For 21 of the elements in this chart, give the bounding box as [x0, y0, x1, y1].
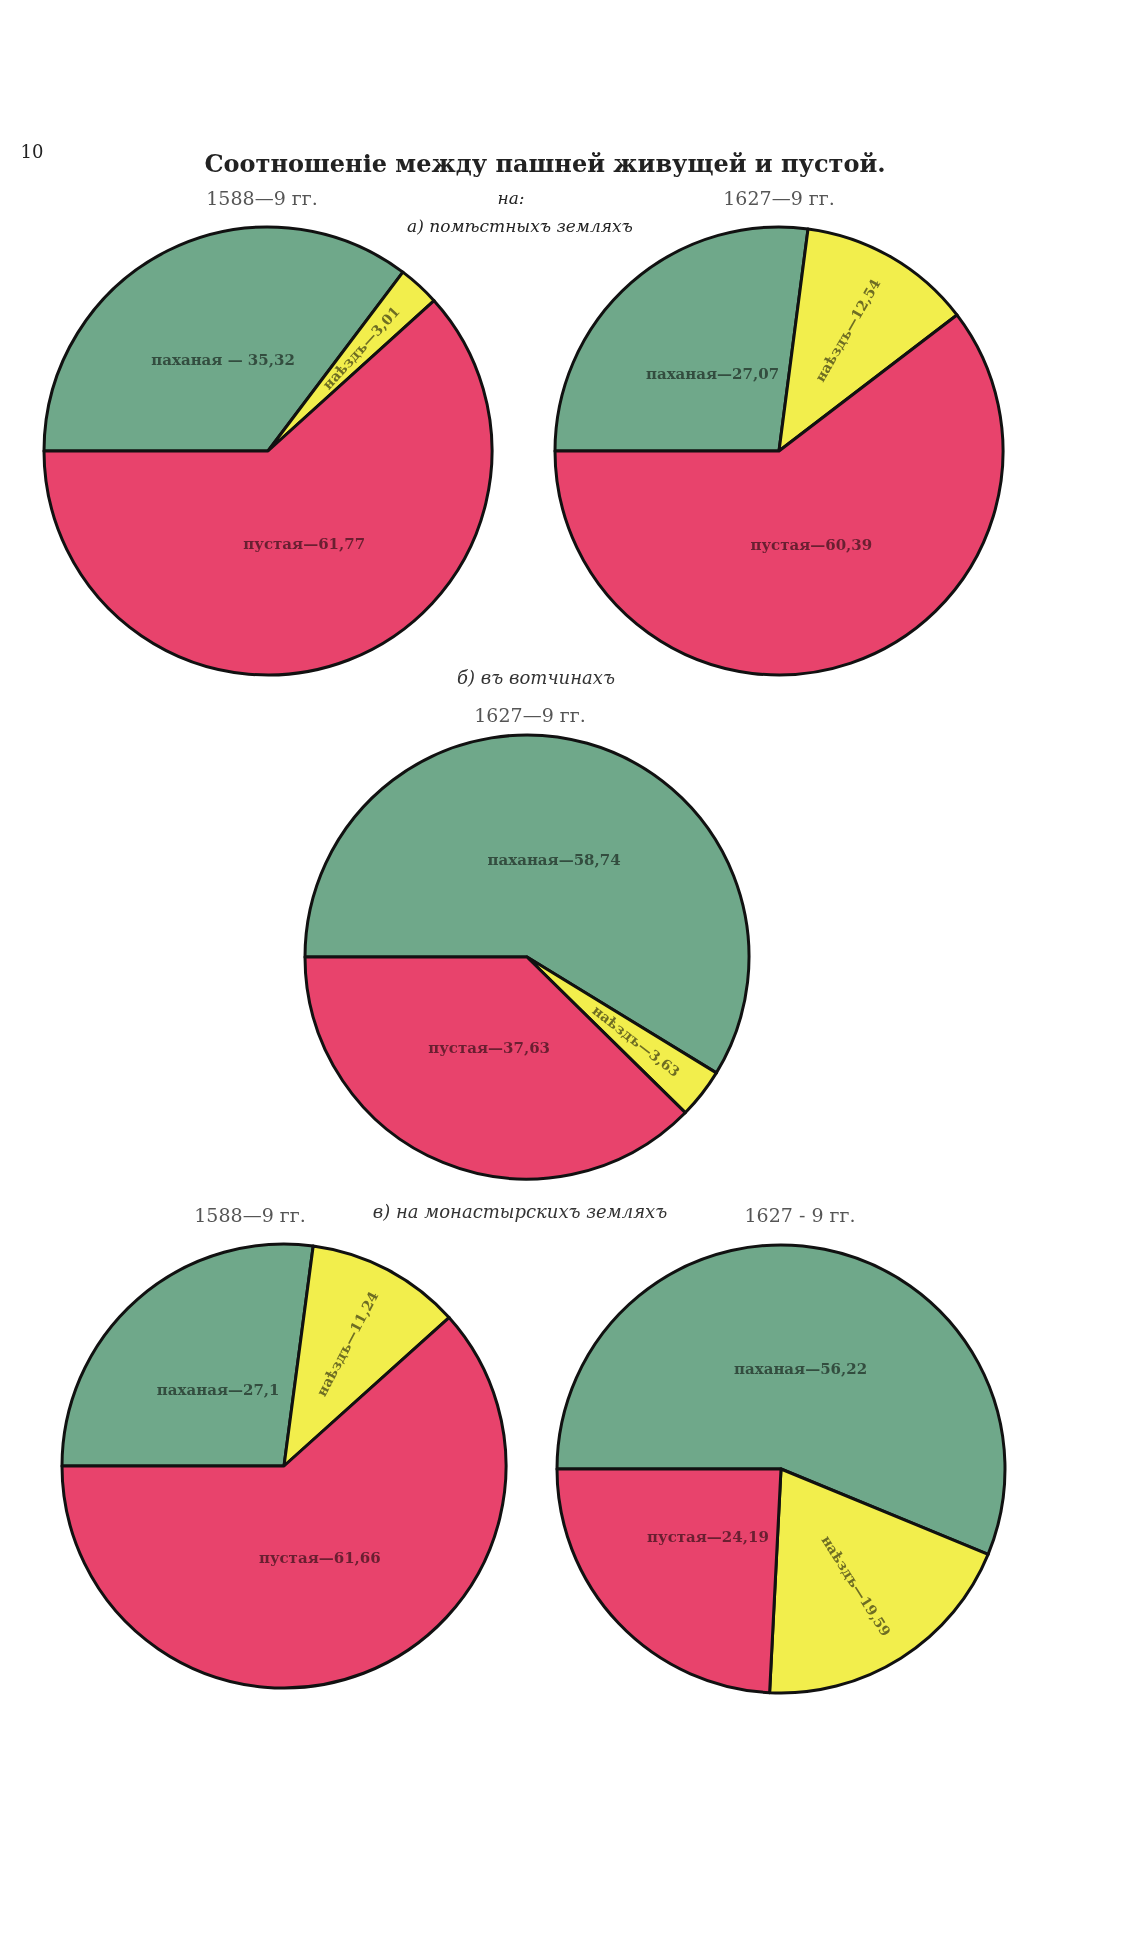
chart-title: 1627 - 9 гг. [744, 1204, 856, 1226]
text: на: [497, 188, 525, 208]
text: а) помѣстныхъ земляхъ [407, 216, 633, 236]
chart-title: 1588—9 гг. [206, 187, 318, 209]
slice-label: пустая—37,63 [428, 1039, 551, 1058]
slice-label: паханая—27,1 [156, 1380, 280, 1399]
chart-subtitle: в) на монастырскихъ земляхъ [372, 1201, 668, 1222]
chart-subtitle: б) въ вотчинахъ [457, 667, 615, 688]
chart-title: 1588—9 гг. [194, 1204, 306, 1226]
text: 10 [20, 141, 44, 162]
text: Соотношеніе между пашней живущей и пустой. [204, 149, 886, 178]
slice-label: паханая—58,74 [487, 850, 621, 869]
chart-title: 1627—9 гг. [474, 704, 586, 726]
slice-label: пустая—61,66 [258, 1549, 381, 1568]
slice-label: пустая—60,39 [750, 536, 873, 555]
slice-label: пустая—61,77 [243, 535, 366, 554]
slice-label: пустая—24,19 [647, 1528, 769, 1547]
slice-label: паханая—27,07 [645, 365, 780, 384]
slice-label: паханая — 35,32 [151, 350, 295, 369]
slice-label: паханая—56,22 [734, 1360, 868, 1379]
chart-title: 1627—9 гг. [723, 187, 835, 209]
